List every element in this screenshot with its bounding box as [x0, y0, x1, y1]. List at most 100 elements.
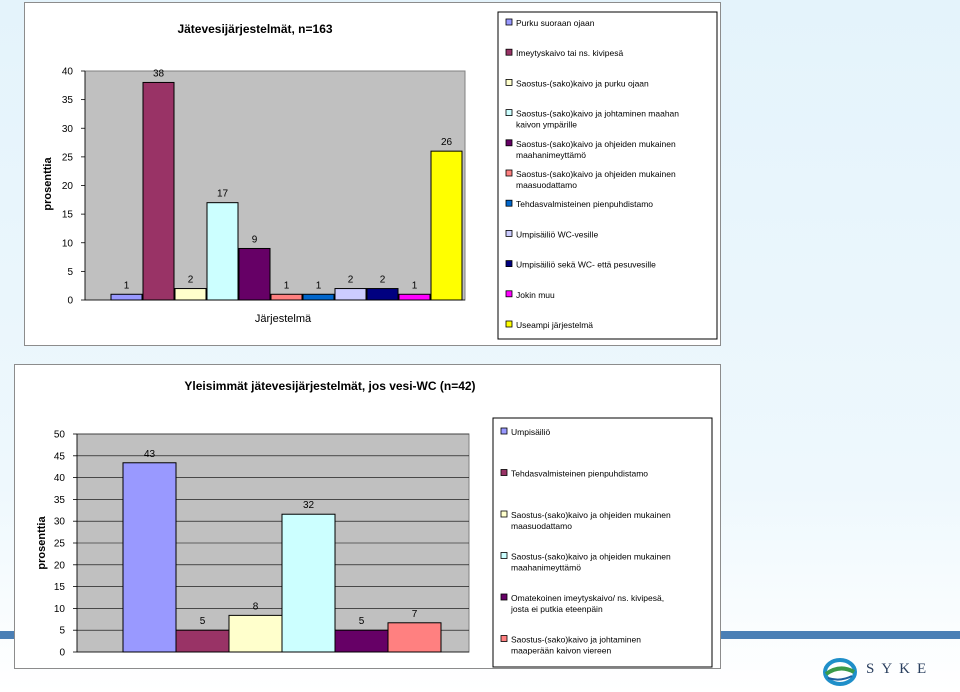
legend-entry: Jokin muu: [516, 290, 555, 300]
data-label: 5: [200, 616, 206, 627]
legend-swatch: [505, 18, 513, 26]
data-label: 2: [380, 275, 386, 286]
slide-band-left: [0, 631, 14, 639]
data-label: 43: [144, 449, 156, 460]
legend: [497, 11, 718, 340]
legend-entry: Saostus-(sako)kaivo ja ohjeiden mukainen…: [511, 510, 671, 531]
y-tick-label: 20: [62, 181, 74, 192]
legend-entry-line: Saostus-(sako)kaivo ja johtaminen: [511, 635, 641, 645]
y-axis-label: prosenttia: [36, 516, 48, 570]
syke-logo-text: SYKE: [866, 661, 934, 677]
bar: [270, 293, 303, 301]
legend-swatch: [505, 109, 513, 116]
legend-entry: Tehdasvalmisteinen pienpuhdistamo: [516, 199, 653, 209]
bar: [334, 629, 389, 653]
data-label: 1: [124, 280, 130, 291]
legend-entry-line: maasuodattamo: [511, 521, 572, 531]
legend-entry-line: maasuodattamo: [516, 180, 577, 190]
y-tick-label: 15: [54, 582, 66, 593]
y-tick-label: 30: [54, 517, 66, 528]
legend-entry-line: maahanimeyttämö: [516, 150, 586, 160]
legend-entry-line: josta ei putkia eteenpäin: [510, 604, 603, 614]
legend-entry: Umpisäiliö: [511, 427, 550, 437]
data-label: 1: [284, 280, 290, 291]
y-tick-label: 40: [62, 67, 74, 78]
y-tick-label: 20: [54, 560, 66, 571]
bar: [174, 288, 207, 301]
legend-swatch: [505, 199, 513, 207]
legend-entry-line: Saostus-(sako)kaivo ja ohjeiden mukainen: [511, 510, 671, 520]
y-tick-label: 10: [62, 238, 74, 249]
data-label: 2: [348, 275, 354, 286]
legend-entry-line: maahanimeyttämö: [511, 563, 581, 573]
legend-swatch: [505, 320, 513, 328]
chart-title: Jätevesijärjestelmät, n=163: [177, 22, 332, 36]
data-label: 26: [441, 137, 453, 148]
y-tick-label: 5: [67, 267, 73, 278]
bar: [142, 81, 175, 301]
chart-1-canvas: Jätevesijärjestelmät, n=163 0 5 10 15 20 25 30 3…: [42, 11, 718, 340]
legend-entry: Saostus-(sako)kaivo ja johtaminen maahan…: [516, 109, 679, 130]
y-tick-label: 40: [54, 473, 66, 484]
legend-entry-line: Saostus-(sako)kaivo ja ohjeiden mukainen: [516, 139, 676, 149]
legend-swatch: [505, 139, 513, 147]
legend-entry-line: Saostus-(sako)kaivo ja johtaminen maahan: [516, 109, 679, 119]
legend-entry: Omatekoinen imeytyskaivo/ ns. kivipesä, j…: [510, 593, 664, 614]
x-axis-label: Järjestelmä: [255, 313, 312, 325]
bar: [430, 150, 463, 301]
chart-2-canvas: Yleisimmät jätevesijärjestelmät, jos ves…: [36, 379, 713, 668]
y-tick-label: 50: [54, 430, 66, 441]
data-label: 5: [359, 616, 365, 627]
legend-entry-line: maaperään kaivon viereen: [511, 646, 611, 656]
y-tick-label: 35: [54, 495, 66, 506]
data-label: 17: [217, 189, 229, 200]
legend-entry: Saostus-(sako)kaivo ja ohjeiden mukainen…: [516, 169, 676, 190]
y-tick-label: 30: [62, 124, 74, 135]
chart-2: Yleisimmät jätevesijärjestelmät, jos ves…: [14, 364, 721, 669]
legend-entry: Tehdasvalmisteinen pienpuhdistamo: [511, 469, 648, 479]
bar: [206, 202, 239, 301]
bar: [334, 288, 367, 301]
data-label: 9: [252, 234, 258, 245]
legend-entry-line: Saostus-(sako)kaivo ja ohjeiden mukainen: [511, 552, 671, 562]
legend-swatch: [505, 260, 513, 268]
y-tick-label: 25: [54, 539, 66, 550]
bar: [228, 614, 283, 653]
slide-band-right: [720, 631, 960, 639]
y-tick-label: 0: [59, 648, 65, 659]
y-tick-label: 25: [62, 152, 74, 163]
y-tick-label: 10: [54, 604, 66, 615]
bar: [122, 462, 177, 653]
y-tick-label: 35: [62, 95, 74, 106]
legend-entry-line: Omatekoinen imeytyskaivo/ ns. kivipesä,: [511, 593, 664, 603]
legend: [492, 417, 713, 668]
legend-entry: Imeytyskaivo tai ns. kivipesä: [516, 48, 624, 58]
data-label: 1: [316, 280, 322, 291]
legend-entry: Useampi järjestelmä: [516, 320, 593, 330]
legend-swatch: [505, 48, 513, 56]
chart-1: Jätevesijärjestelmät, n=163 0 5 10 15 20 25 30 3…: [24, 2, 721, 346]
bar: [238, 247, 271, 301]
legend-swatch: [500, 635, 508, 642]
syke-logo-icon: [823, 658, 857, 686]
legend-entry: Saostus-(sako)kaivo ja ohjeiden mukainen…: [511, 552, 671, 573]
bar: [175, 629, 230, 653]
legend-entry: Saostus-(sako)kaivo ja purku ojaan: [516, 78, 649, 88]
y-tick-label: 5: [59, 626, 65, 637]
legend-swatch: [500, 427, 508, 435]
chart-title: Yleisimmät jätevesijärjestelmät, jos ves…: [184, 379, 475, 393]
y-tick-label: 0: [67, 296, 73, 307]
legend-entry: Saostus-(sako)kaivo ja ohjeiden mukainen…: [516, 139, 676, 160]
data-label: 2: [188, 275, 194, 286]
bar: [387, 622, 442, 653]
bar: [366, 288, 399, 301]
y-tick-label: 15: [62, 210, 74, 221]
legend-swatch: [500, 552, 508, 559]
bar: [281, 513, 336, 653]
y-axis-label: prosenttia: [42, 157, 54, 211]
y-tick-label: 45: [54, 451, 66, 462]
legend-entry-line: Saostus-(sako)kaivo ja ohjeiden mukainen: [516, 169, 676, 179]
bar: [110, 293, 143, 301]
legend-entry: Purku suoraan ojaan: [516, 18, 595, 28]
bar: [398, 293, 431, 301]
